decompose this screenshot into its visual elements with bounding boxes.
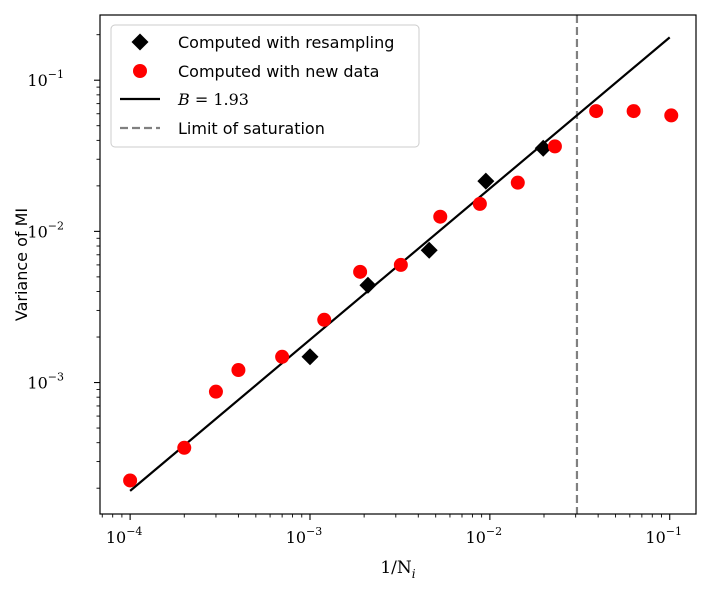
new-data-point (510, 175, 525, 190)
legend-fit-eq: = 1.93 (190, 90, 249, 109)
new-data-point (626, 104, 641, 119)
x-tick-exponent: −4 (126, 525, 142, 538)
resampling-point (420, 241, 438, 259)
axes: 10−4 10−3 10−2 10−110−310−210−11/NiVariance… (12, 14, 697, 581)
y-tick-exponent: −3 (48, 371, 64, 384)
new-data-point (472, 196, 487, 211)
legend-resampling-marker (131, 33, 149, 51)
y-tick-exponent: −2 (48, 219, 64, 232)
y-tick-exponent: −1 (48, 68, 64, 81)
new-data-point (393, 257, 408, 272)
x-tick-label: 10−4 (106, 525, 143, 547)
x-axis-label-main: 1/N (380, 558, 412, 578)
x-tick-base: 10 (645, 528, 665, 547)
legend-resampling-label: Computed with resampling (178, 33, 394, 52)
new-data-point (317, 312, 332, 327)
y-tick-base: 10 (27, 71, 47, 90)
plot-area (123, 15, 679, 514)
series-new-data (123, 104, 679, 488)
resampling-point (477, 172, 495, 190)
y-tick-label: 10−3 (27, 371, 64, 393)
new-data-point (353, 264, 368, 279)
new-data-point (547, 139, 562, 154)
x-tick-exponent: −1 (666, 525, 682, 538)
x-tick-exponent: −2 (486, 525, 502, 538)
resampling-point (534, 139, 552, 157)
new-data-point (275, 349, 290, 364)
new-data-point (433, 209, 448, 224)
resampling-point (301, 348, 319, 366)
legend-new-data-label: Computed with new data (178, 62, 379, 81)
new-data-point (208, 384, 223, 399)
y-tick-base: 10 (27, 222, 47, 241)
resampling-point (359, 276, 377, 294)
legend-fit-label: B = 1.93 (177, 90, 249, 109)
x-tick-base: 10 (286, 528, 306, 547)
new-data-point (589, 104, 604, 119)
legend-new-data-marker (133, 64, 147, 78)
legend: Computed with resampling Computed with ne… (110, 24, 420, 148)
x-tick-base: 10 (466, 528, 486, 547)
y-axis-label: Variance of MI (12, 208, 31, 321)
x-tick-label: 10−1 (645, 525, 682, 547)
new-data-point (664, 108, 679, 123)
plot-clip-group (123, 15, 679, 514)
x-tick-exponent: −3 (306, 525, 322, 538)
new-data-point (123, 473, 138, 488)
legend-fit-var: B (177, 90, 190, 109)
legend-saturation-label: Limit of saturation (178, 119, 325, 138)
new-data-point (231, 363, 246, 378)
new-data-point (177, 440, 192, 455)
y-tick-label: 10−1 (27, 68, 64, 90)
x-tick-label: 10−2 (466, 525, 503, 547)
x-axis-label: 1/Ni (380, 558, 415, 581)
legend-box (110, 24, 420, 148)
y-tick-base: 10 (27, 374, 47, 393)
x-tick-base: 10 (106, 528, 126, 547)
x-axis-label-sub: i (412, 567, 416, 581)
series-resampling (301, 139, 552, 366)
y-tick-label: 10−2 (27, 219, 64, 241)
x-tick-label: 10−3 (286, 525, 323, 547)
